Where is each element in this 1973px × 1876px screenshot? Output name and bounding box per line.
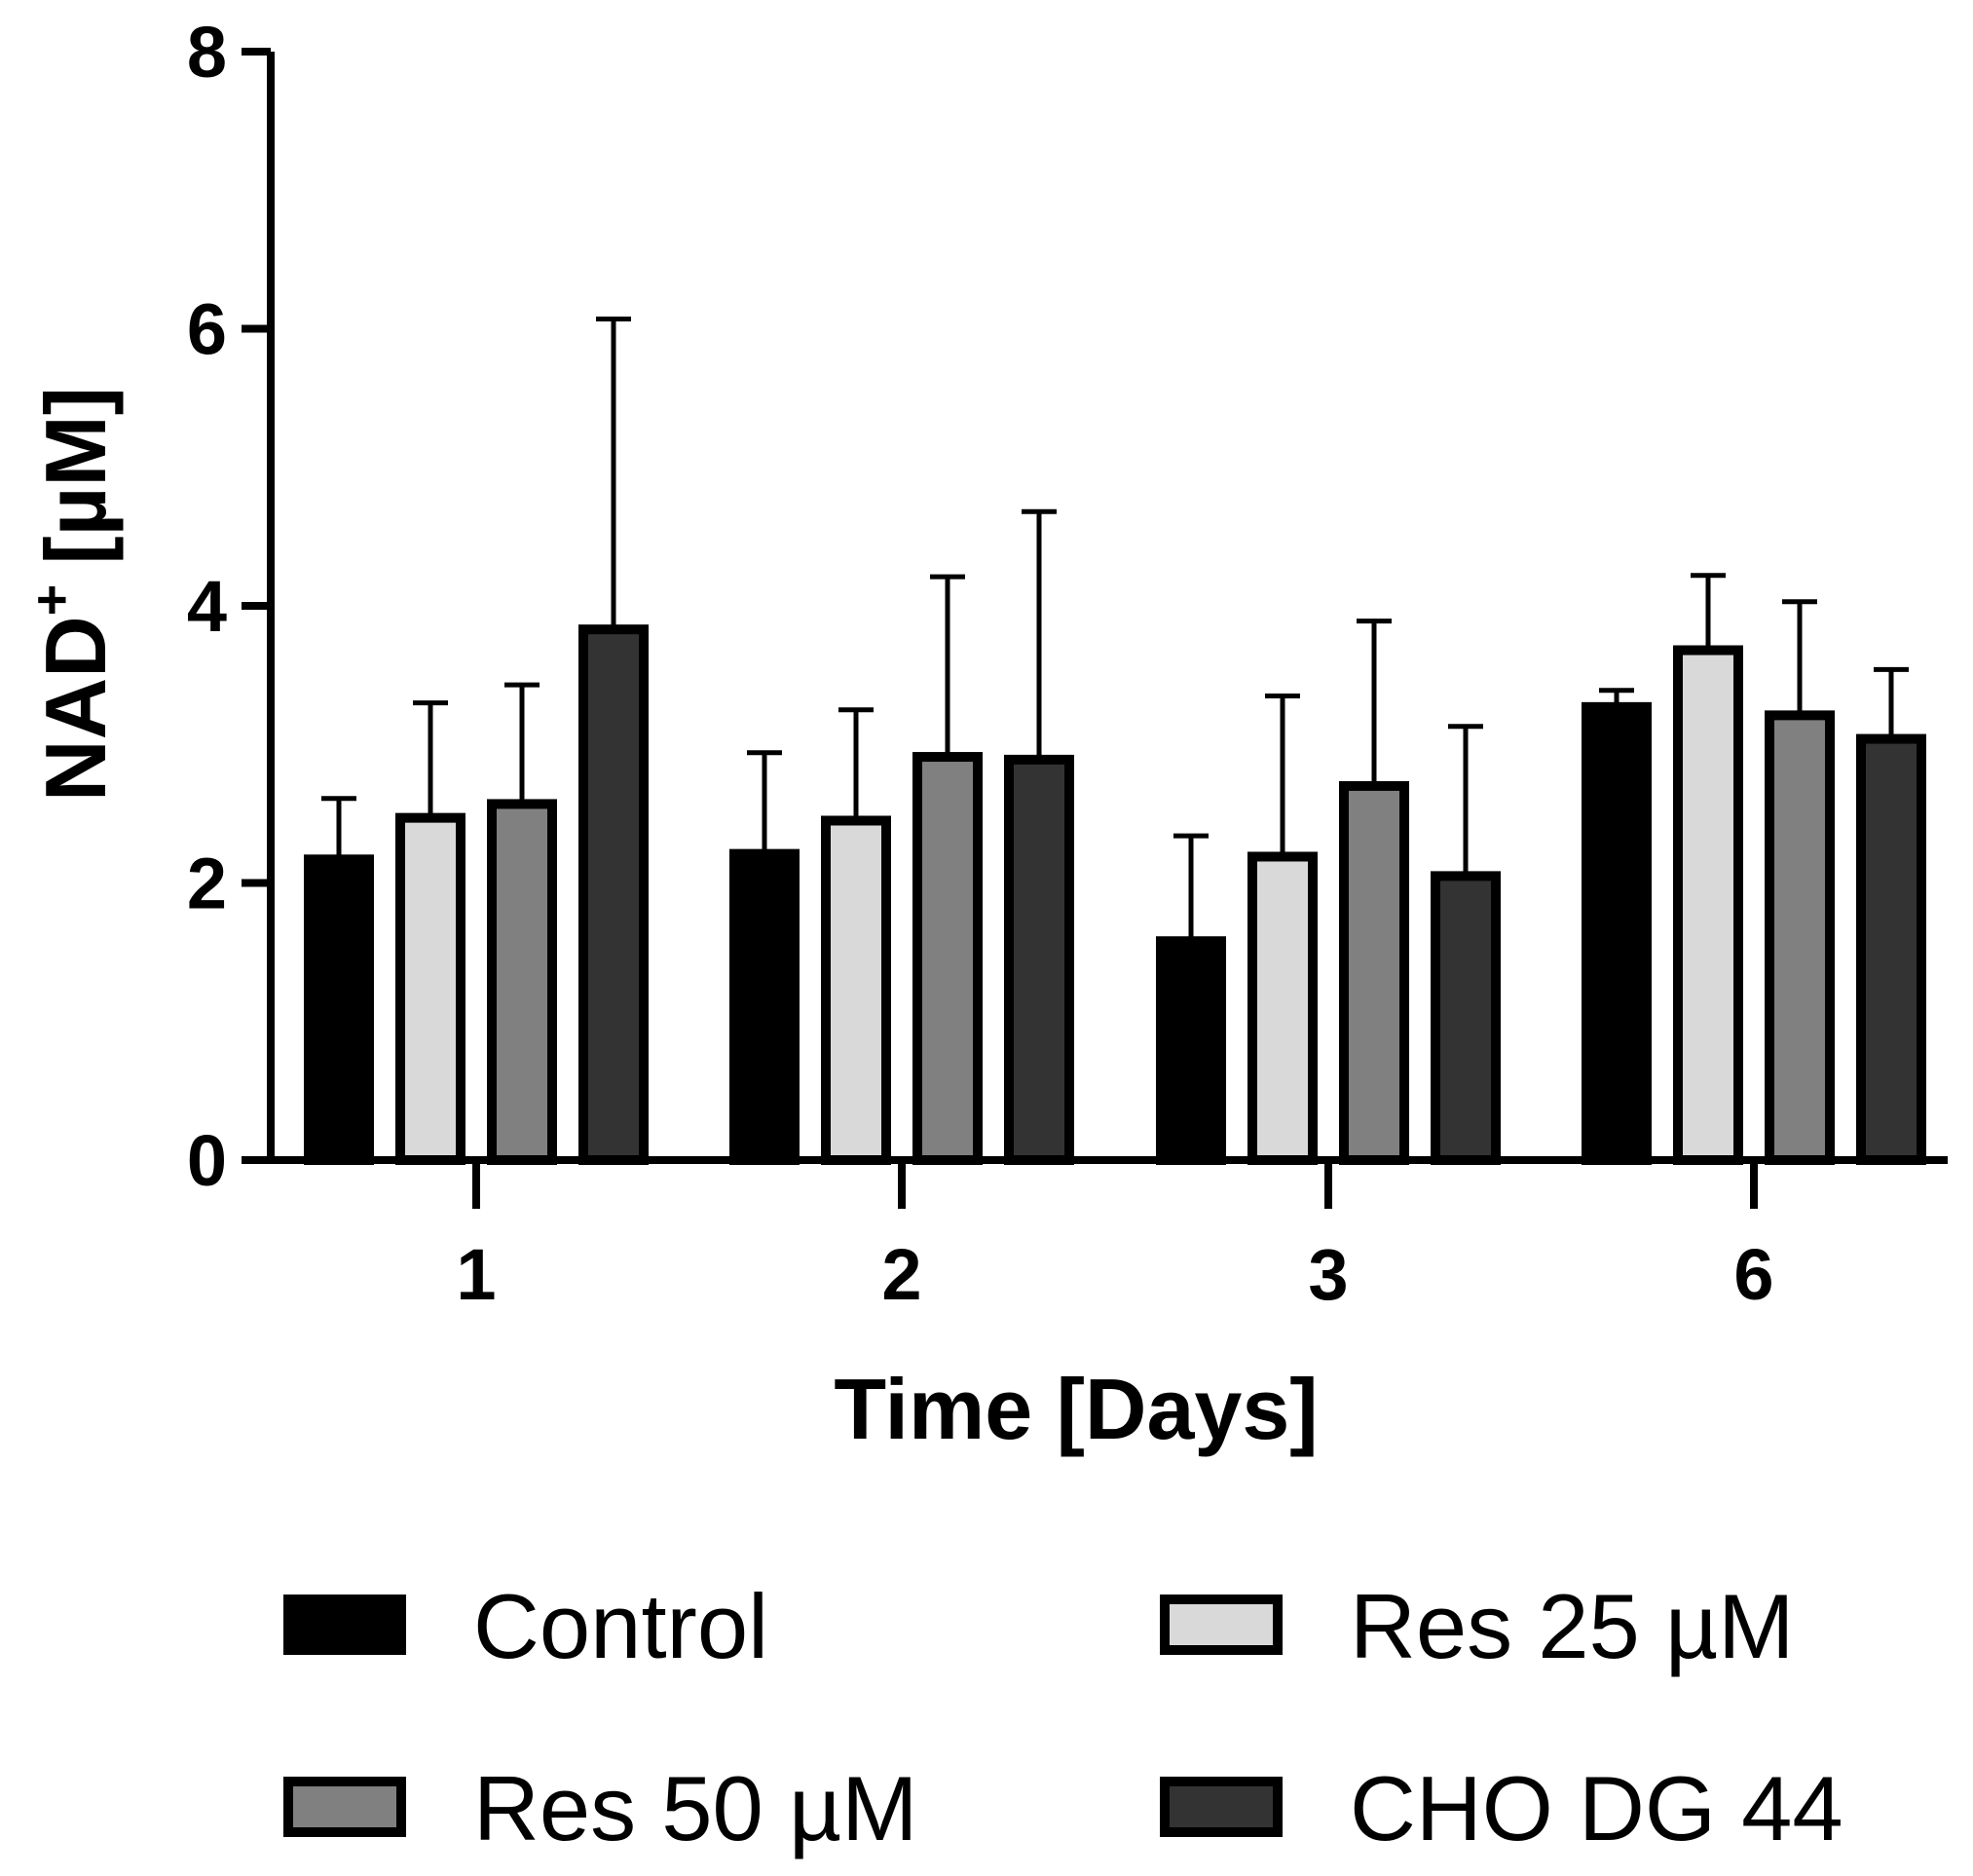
bar [729,848,800,1165]
bar [1582,701,1652,1166]
legend-label: Control [473,1575,768,1677]
bar [1673,645,1743,1165]
plot-area: 0 2 4 6 8 1 2 3 6 [187,12,1948,1315]
bar [1431,871,1501,1165]
bar [1765,710,1835,1165]
y-axis-title-superscript: + [20,584,82,617]
x-tick-label: 6 [1733,1234,1773,1315]
y-tick-label: 2 [187,844,227,924]
legend-swatch [283,1595,406,1655]
y-axis-title-unit: [µM] [27,387,124,565]
bar [578,624,649,1165]
legend-label: CHO DG 44 [1350,1757,1843,1859]
bar [1856,733,1926,1165]
legend-label: Res 25 µM [1350,1575,1794,1677]
y-axis-title-main: NAD [27,616,124,802]
bar [1004,754,1074,1166]
legend: Control Res 25 µM Res 50 µM CHO DG 44 [283,1575,1843,1859]
x-tick-label: 2 [881,1234,921,1315]
bar [395,812,465,1166]
x-axis-title: Time [Days] [834,1361,1318,1457]
y-tick-label: 6 [187,289,227,370]
y-tick-label: 4 [187,566,227,647]
x-tick-label: 1 [456,1234,496,1315]
bar [304,854,374,1165]
bar [1339,780,1409,1165]
y-axis-title: NAD+ [µM] [20,387,124,802]
legend-swatch [283,1777,406,1837]
y-tick-label: 8 [187,12,227,93]
legend-swatch [1160,1595,1283,1655]
bar [1247,851,1318,1165]
bar [1156,936,1226,1165]
legend-label: Res 50 µM [473,1757,917,1859]
bar [912,752,983,1165]
y-tick-label: 0 [187,1120,227,1201]
x-tick-label: 3 [1308,1234,1348,1315]
legend-swatch [1160,1777,1283,1837]
bar [487,799,557,1165]
bar [821,815,891,1165]
